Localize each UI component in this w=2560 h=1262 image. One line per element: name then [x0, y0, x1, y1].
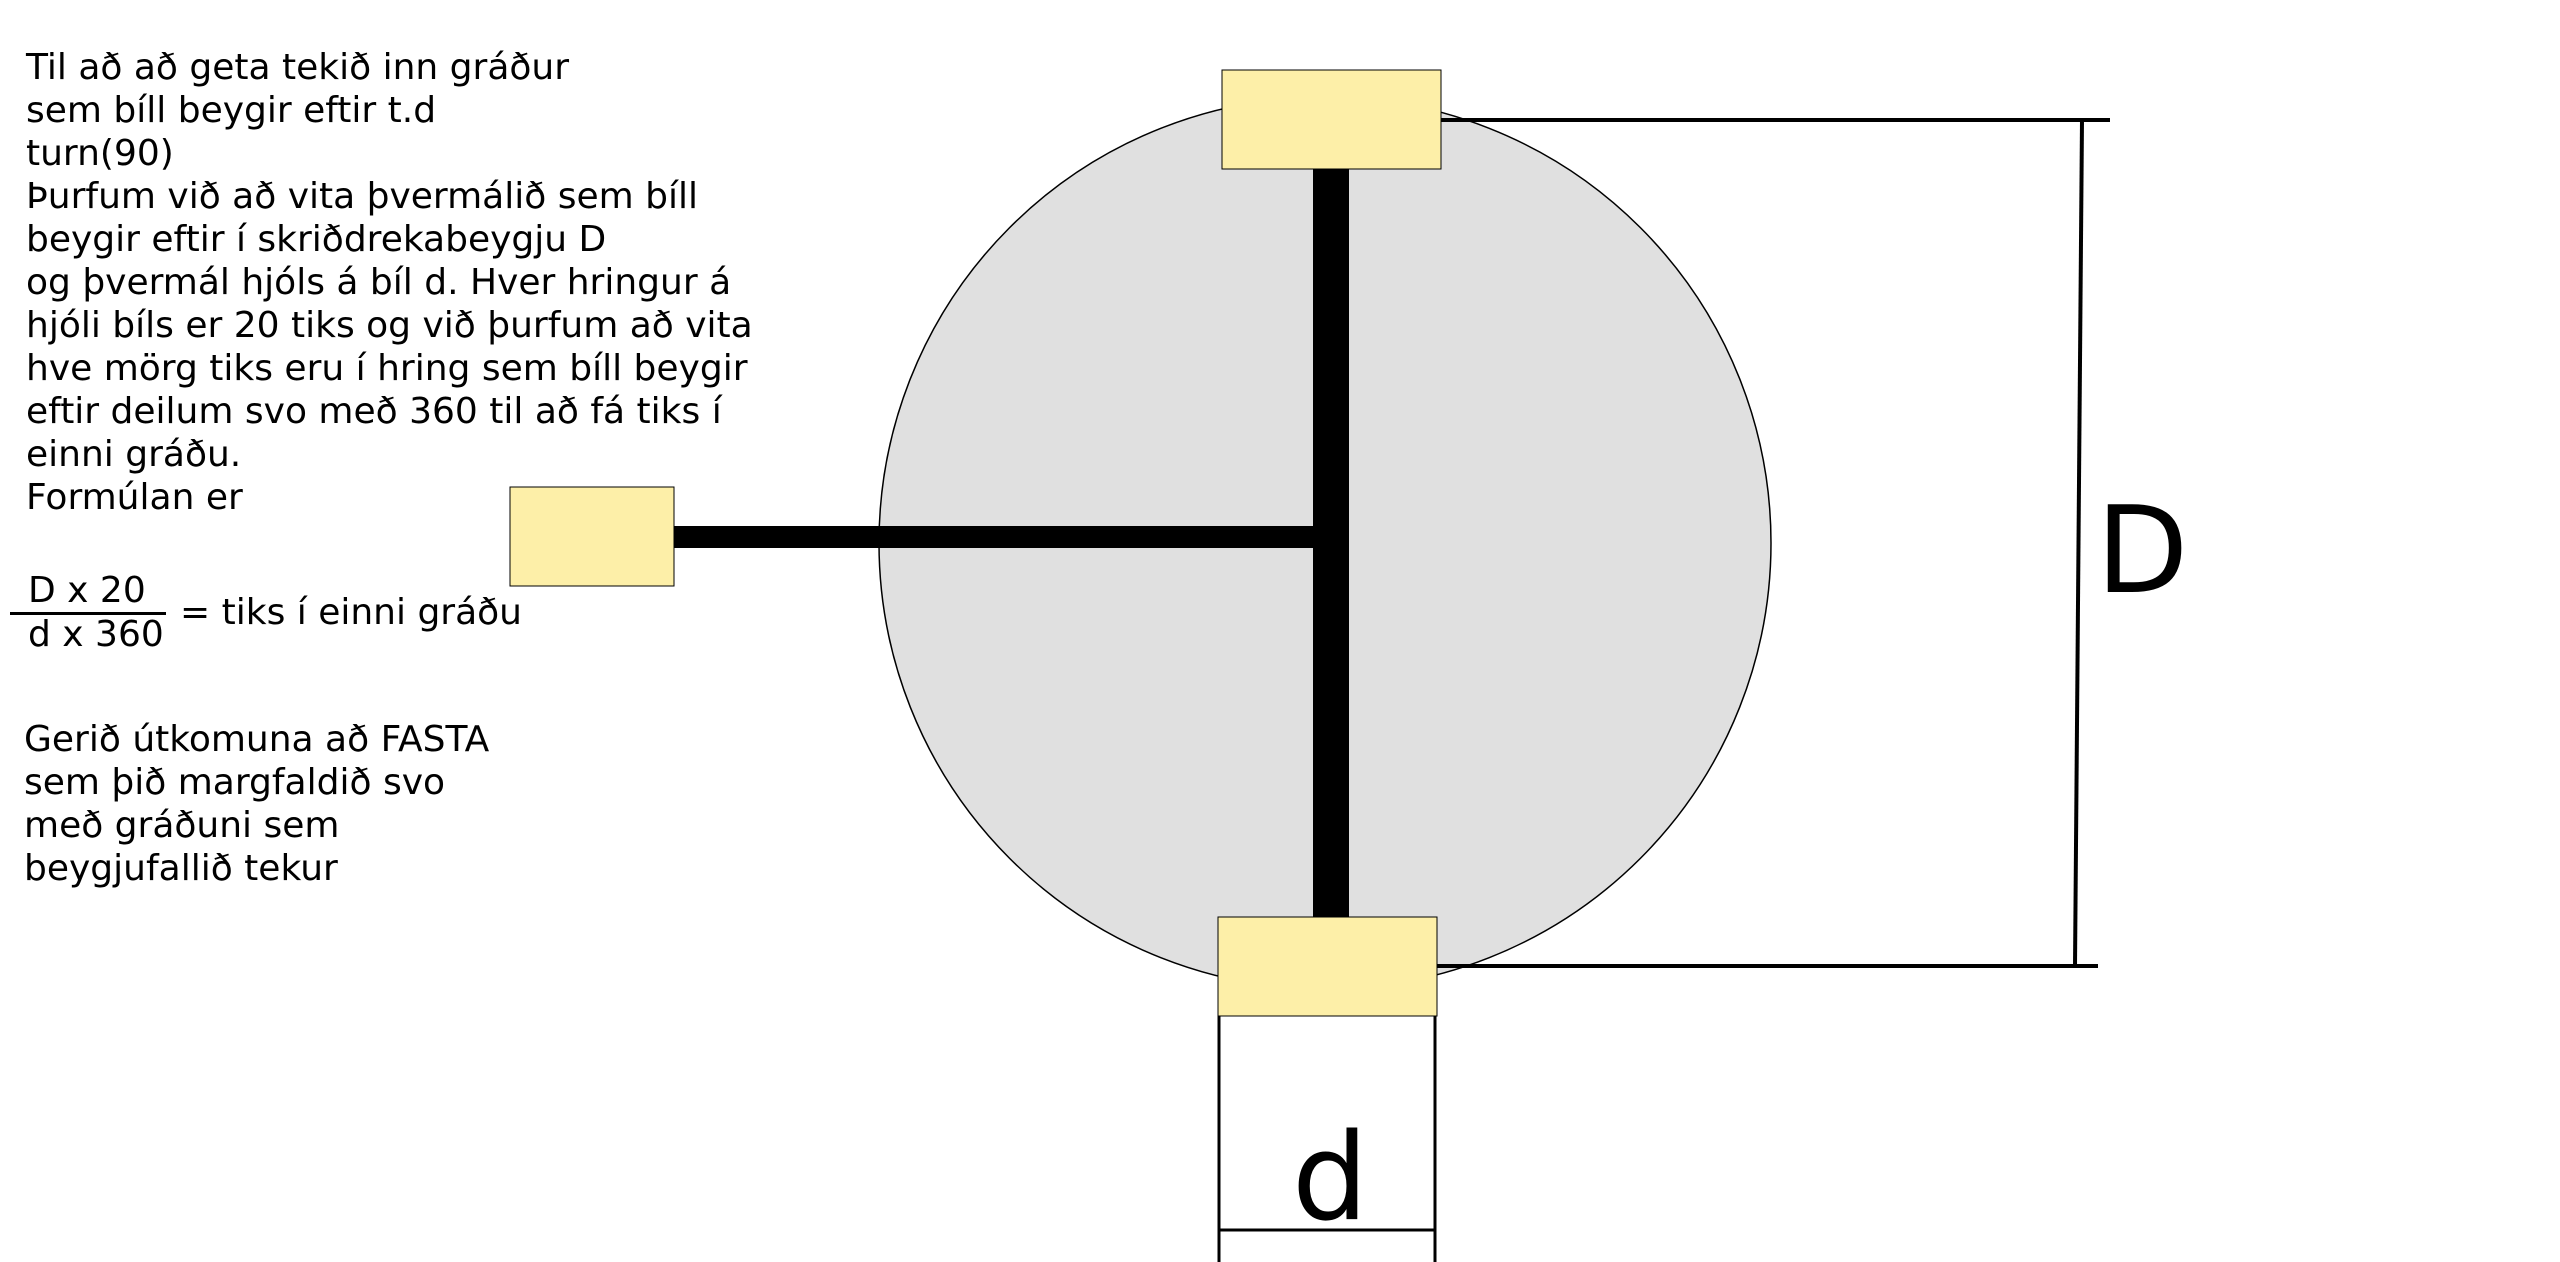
wheel-diameter-label: d	[1292, 1109, 1368, 1248]
formula-numerator: D x 20	[28, 570, 146, 611]
front-axle	[672, 526, 1324, 548]
top-wheel	[1221, 69, 1442, 170]
main-axle	[1313, 168, 1349, 920]
explanation-text: Til að að geta tekið inn gráður sem bíll…	[26, 47, 753, 518]
turn-diameter-label: D	[2096, 482, 2188, 621]
left-wheel	[509, 486, 675, 587]
formula-result: = tiks í einni gráðu	[180, 592, 522, 633]
bottom-wheel	[1217, 916, 1438, 1017]
constant-instruction-text: Gerið útkomuna að FASTA sem þið margfald…	[24, 719, 490, 889]
dimension-line-vertical	[2073, 119, 2084, 967]
fraction-bar	[10, 612, 166, 615]
formula-denominator: d x 360	[28, 614, 164, 655]
